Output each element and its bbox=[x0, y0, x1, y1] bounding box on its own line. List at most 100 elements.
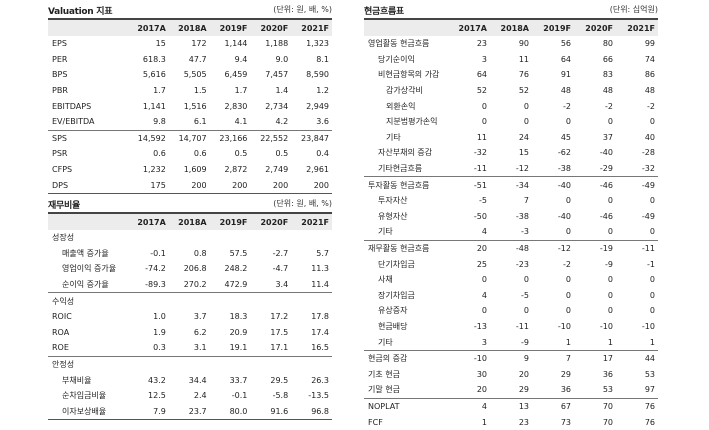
table-cell bbox=[250, 292, 292, 309]
table-cell: 0 bbox=[565, 306, 571, 316]
row-label: 재무활동 현금흐름 bbox=[364, 239, 448, 257]
table-cell: 18.3 bbox=[229, 312, 248, 322]
table-cell bbox=[291, 230, 332, 246]
row-label: 유상증자 bbox=[378, 306, 408, 316]
table-cell: 1.0 bbox=[153, 312, 166, 322]
column-header: 2020F bbox=[585, 23, 613, 33]
row-label: 수익성 bbox=[48, 292, 128, 309]
table-cell: 7 bbox=[523, 196, 529, 206]
table-cell bbox=[128, 292, 169, 309]
table-cell: 0 bbox=[649, 306, 655, 316]
column-header: 2021F bbox=[301, 23, 329, 33]
table-cell: 33.7 bbox=[229, 375, 248, 385]
table-cell: 2,872 bbox=[224, 165, 248, 175]
table-cell: 7,457 bbox=[265, 70, 289, 80]
table-row: 재무활동 현금흐름 20 -48 -12 -19 -11 bbox=[364, 239, 658, 257]
table-row: 투자자산 -5 7 0 0 0 bbox=[364, 193, 658, 209]
table-cell bbox=[291, 355, 332, 373]
table-cell: -2 bbox=[563, 259, 571, 269]
table-row: 자산부채의 증감 -32 15 -62 -40 -28 bbox=[364, 145, 658, 161]
table-cell: -1 bbox=[647, 259, 655, 269]
table-cell: 0 bbox=[649, 290, 655, 300]
table-cell: 8,590 bbox=[306, 70, 329, 80]
table-cell: 0 bbox=[607, 275, 613, 285]
table-cell: 0 bbox=[607, 306, 613, 316]
table-cell: -23 bbox=[515, 259, 529, 269]
table-cell: -40 bbox=[599, 148, 613, 158]
table-cell: 7.9 bbox=[153, 406, 166, 416]
table-row: 기타현금흐름 -11 -12 -38 -29 -32 bbox=[364, 161, 658, 177]
table-cell: 73 bbox=[560, 417, 571, 427]
table-cell: 23 bbox=[518, 417, 529, 427]
row-label: 기말 현금 bbox=[368, 385, 400, 395]
table-cell: 66 bbox=[602, 54, 613, 64]
table-row: 지분법평가손익 0 0 0 0 0 bbox=[364, 114, 658, 130]
table-cell: 70 bbox=[602, 417, 613, 427]
table-cell: 11.3 bbox=[311, 264, 329, 274]
table-cell: -9 bbox=[521, 337, 529, 347]
column-header: 2018A bbox=[178, 23, 207, 33]
table-cell: 0.3 bbox=[153, 343, 166, 353]
table-cell: 4 bbox=[481, 290, 487, 300]
table-cell: 76 bbox=[644, 417, 655, 427]
table-cell: 0.8 bbox=[193, 248, 207, 258]
table-cell: 1.7 bbox=[153, 86, 166, 96]
table-cell: -40 bbox=[532, 176, 574, 193]
table-cell bbox=[168, 355, 210, 373]
row-label: PSR bbox=[52, 149, 68, 159]
row-label: FCF bbox=[368, 417, 383, 427]
table-cell: -28 bbox=[641, 148, 655, 158]
table-cell: 2,961 bbox=[306, 165, 329, 175]
table-cell: 52 bbox=[476, 86, 487, 96]
table-cell: 1 bbox=[565, 337, 571, 347]
table-cell: 0 bbox=[607, 290, 613, 300]
table-cell: 13 bbox=[490, 397, 532, 415]
table-cell: 0 bbox=[481, 275, 487, 285]
table-cell: 20 bbox=[448, 239, 490, 257]
table-cell: 48 bbox=[602, 86, 613, 96]
ratios-unit: (단위: 원, 배, %) bbox=[273, 199, 332, 208]
row-label: 매출액 증가율 bbox=[62, 248, 109, 258]
table-cell: -3 bbox=[521, 227, 529, 237]
table-cell: -13 bbox=[473, 321, 487, 331]
table-cell: -4.7 bbox=[272, 264, 289, 274]
row-label: 영업이익 증가율 bbox=[62, 264, 117, 274]
row-label: 부채비율 bbox=[62, 375, 92, 385]
table-row: FCF 1 23 73 70 76 bbox=[364, 414, 658, 430]
table-row: 이자보상배율 7.9 23.7 80.0 91.6 96.8 bbox=[48, 404, 332, 420]
table-cell: 37 bbox=[602, 132, 613, 142]
table-cell: 9.4 bbox=[234, 54, 248, 64]
table-cell: 20 bbox=[476, 385, 487, 395]
table-cell bbox=[169, 230, 210, 246]
table-cell bbox=[128, 230, 169, 246]
table-cell: 0 bbox=[565, 196, 571, 206]
table-cell: 3 bbox=[481, 337, 487, 347]
table-row: 영업이익 증가율 -74.2 206.8 248.2 -4.7 11.3 bbox=[48, 261, 332, 277]
table-row: 현금배당 -13 -11 -10 -10 -10 bbox=[364, 319, 658, 335]
table-row: 당기순이익 3 11 64 66 74 bbox=[364, 52, 658, 68]
table-cell: 6.2 bbox=[193, 327, 207, 337]
table-cell: 472.9 bbox=[224, 280, 248, 290]
table-cell: 3.7 bbox=[193, 312, 207, 322]
table-cell: 30 bbox=[476, 369, 487, 379]
table-cell: 0 bbox=[565, 290, 571, 300]
row-label: 이자보상배율 bbox=[62, 406, 107, 416]
table-cell: 56 bbox=[560, 39, 571, 49]
row-label: 기초 현금 bbox=[368, 369, 400, 379]
table-cell: -0.1 bbox=[150, 248, 166, 258]
table-cell: -5.8 bbox=[272, 391, 289, 401]
table-cell: 3.1 bbox=[193, 343, 207, 353]
table-cell bbox=[168, 292, 210, 309]
table-cell: 91 bbox=[560, 70, 571, 80]
table-cell: 1,232 bbox=[142, 165, 166, 175]
row-label: CFPS bbox=[52, 165, 73, 175]
column-header: 2017A bbox=[137, 217, 166, 227]
table-cell: 22,552 bbox=[250, 129, 292, 147]
table-cell: 11 bbox=[518, 54, 529, 64]
column-header: 2020F bbox=[260, 217, 289, 227]
table-cell: 3.4 bbox=[275, 280, 289, 290]
table-cell: 1 bbox=[649, 337, 655, 347]
table-cell: 0.4 bbox=[316, 149, 329, 159]
table-row: SPS 14,592 14,707 23,166 22,552 23,847 bbox=[48, 129, 332, 147]
table-cell: 0 bbox=[481, 117, 487, 127]
